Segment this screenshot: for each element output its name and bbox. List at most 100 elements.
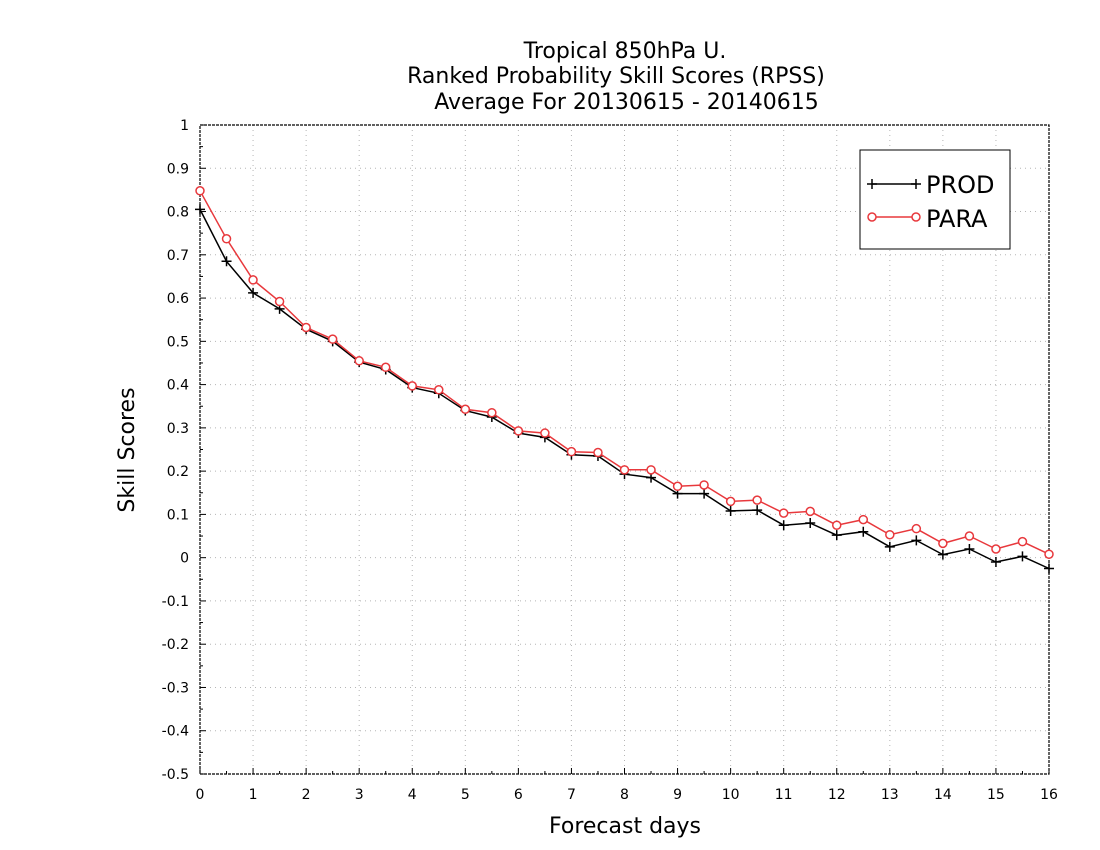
- series-para-point: [991, 544, 1001, 554]
- x-tick-label: 15: [987, 787, 1005, 803]
- series-prod-point: [911, 535, 922, 546]
- series-para-point: [195, 186, 205, 196]
- x-tick-label: 6: [514, 787, 523, 803]
- series-para-point: [646, 465, 656, 475]
- grid-lines: [200, 125, 1049, 774]
- x-tick-labels: 0 1 2 3 4 5 6 7 8 9 10 11 12 13 14 15 16: [196, 787, 1058, 803]
- series-para-point: [513, 426, 524, 436]
- y-tick-label: -0.4: [162, 724, 189, 740]
- series-para-point: [964, 531, 975, 541]
- series-prod-point: [248, 287, 259, 298]
- y-tick-label: 0.1: [167, 507, 189, 523]
- series-para-point: [487, 407, 497, 418]
- series-para-point: [354, 356, 364, 366]
- y-tick-label: 0.6: [167, 291, 189, 307]
- series-prod-point: [884, 541, 895, 552]
- series-para-point: [248, 275, 258, 285]
- x-tick-label: 4: [408, 787, 417, 803]
- series-para-point: [460, 404, 471, 415]
- y-tick-labels: 1 0.9 0.8 0.7 0.6 0.5 0.4 0.3 0.2 0.1 0 -0.1 -0.2 -0.…: [162, 118, 189, 783]
- series-para-point: [699, 480, 709, 490]
- y-tick-label: 0.5: [167, 334, 189, 350]
- x-tick-label: 0: [196, 787, 205, 803]
- y-tick-label: 1: [180, 118, 189, 134]
- series-para-point: [832, 520, 842, 530]
- x-tick-label: 1: [249, 787, 258, 803]
- legend-para-label: PARA: [926, 205, 988, 233]
- y-tick-label: -0.2: [162, 637, 189, 653]
- chart-title-line-3: Average For 20130615 - 20140615: [427, 90, 819, 115]
- series-prod-point: [990, 556, 1001, 567]
- y-tick-label: 0.4: [167, 378, 189, 394]
- series-prod-point: [195, 204, 205, 215]
- series-para-point: [885, 529, 895, 540]
- series-layer: [195, 186, 1054, 574]
- series-prod-point: [937, 549, 948, 560]
- y-tick-label: 0.3: [167, 421, 189, 437]
- legend-para-marker-left: [867, 212, 877, 222]
- series-para-point: [221, 234, 232, 244]
- y-tick-label: 0.7: [167, 248, 189, 264]
- series-para-point: [327, 334, 338, 344]
- y-tick-label: 0.2: [167, 464, 189, 480]
- series-prod-point: [805, 518, 816, 529]
- x-tick-label: 12: [828, 787, 846, 803]
- series-para-point: [858, 514, 869, 525]
- x-tick-label: 8: [620, 787, 629, 803]
- series-prod-point: [725, 505, 736, 516]
- chart-title: Tropical 850hPa U. Ranked Probability Sk…: [407, 39, 825, 115]
- series-prod-point: [1017, 551, 1028, 562]
- x-tick-label: 10: [722, 787, 740, 803]
- x-tick-label: 5: [461, 787, 470, 803]
- series-para-point: [619, 465, 630, 475]
- x-tick-label: 13: [881, 787, 899, 803]
- legend-prod-label: PROD: [926, 171, 995, 199]
- legend-para-marker-right: [911, 212, 921, 222]
- series-para-point: [380, 362, 391, 373]
- legend-box: [859, 149, 1011, 250]
- x-tick-label: 3: [355, 787, 364, 803]
- series-para-point: [434, 385, 444, 395]
- y-tick-label: 0: [180, 551, 189, 567]
- legend: PROD PARA: [859, 149, 1011, 250]
- series-para-point: [911, 523, 922, 534]
- series-para-point: [593, 447, 603, 458]
- series-para-point: [407, 381, 417, 391]
- series-para-point: [938, 538, 948, 549]
- x-tick-label: 16: [1040, 787, 1058, 803]
- y-tick-label: -0.1: [162, 594, 189, 610]
- legend-prod-marker-left: [867, 179, 877, 189]
- x-tick-label: 7: [567, 787, 576, 803]
- series-prod-point: [858, 526, 869, 537]
- y-axis-label: Skill Scores: [115, 387, 140, 512]
- x-tick-label: 14: [934, 787, 952, 803]
- legend-prod-marker-right: [911, 179, 921, 189]
- series-prod-point: [752, 505, 763, 516]
- y-tick-label: 0.9: [167, 161, 189, 177]
- series-prod-point: [964, 544, 975, 555]
- x-tick-label: 2: [302, 787, 311, 803]
- chart-title-line-1: Tropical 850hPa U.: [523, 39, 727, 64]
- axis-ticks: [199, 124, 1050, 775]
- series-para-point: [1044, 549, 1054, 559]
- series-para-point: [1017, 536, 1028, 547]
- y-tick-label: -0.5: [162, 767, 189, 783]
- series-prod-point: [699, 488, 710, 499]
- series-prod-point: [778, 520, 789, 531]
- x-tick-label: 11: [775, 787, 793, 803]
- series-para-point: [805, 506, 815, 517]
- y-tick-label: -0.3: [162, 680, 189, 696]
- series-para-point: [778, 508, 789, 518]
- series-prod-point: [831, 530, 842, 541]
- series-para-point: [672, 481, 683, 492]
- y-tick-label: 0.8: [167, 205, 189, 221]
- series-prod-point: [1044, 563, 1054, 574]
- x-tick-label: 9: [673, 787, 682, 803]
- x-axis-label: Forecast days: [549, 814, 701, 839]
- series-prod-point: [221, 256, 232, 267]
- series-para-point: [725, 496, 736, 507]
- series-prod-line: [199, 209, 1050, 570]
- series-para-point: [540, 428, 550, 438]
- series-para-point: [274, 296, 285, 307]
